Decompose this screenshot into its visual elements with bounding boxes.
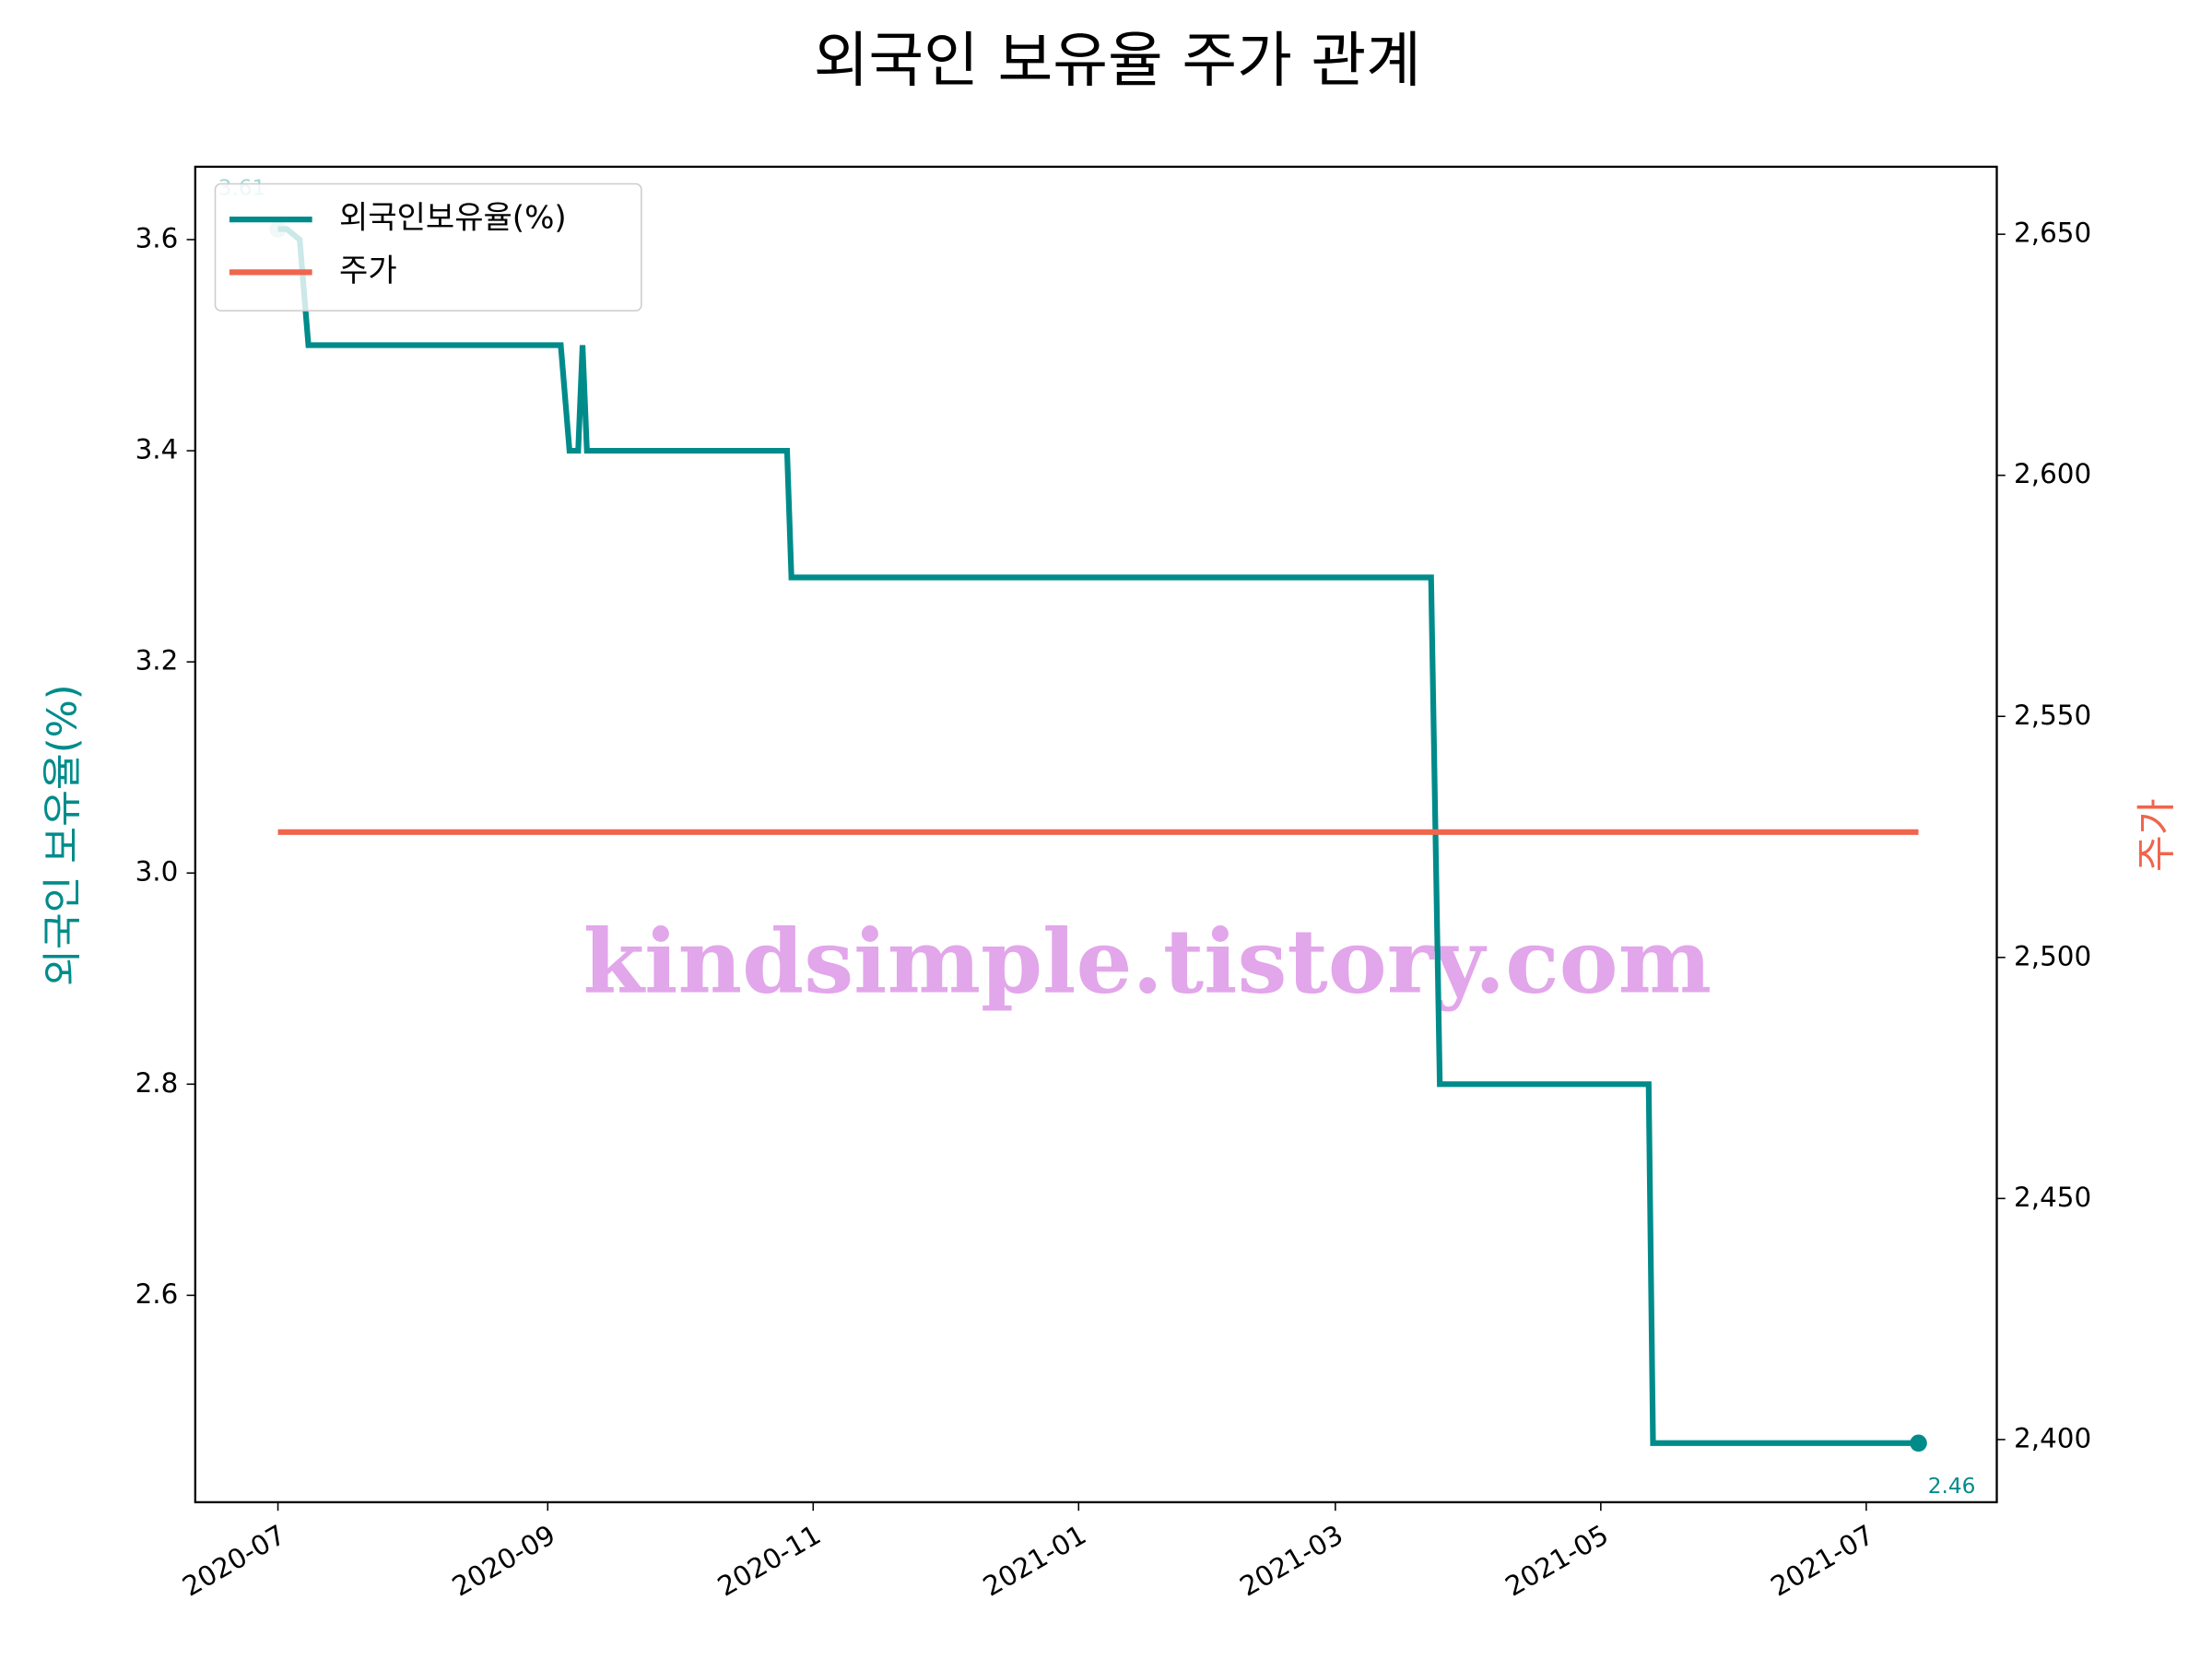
y-tick-label: 3.6 [135,222,179,253]
y-tick-label: 2.6 [135,1278,179,1310]
legend-label: 주가 [339,253,397,289]
y2-tick-label: 2,450 [2014,1182,2091,1213]
x-tick-label: 2021-01 [978,1519,1091,1603]
x-tick-label: 2020-07 [177,1519,290,1603]
y2-axis-label: 주가 [2134,798,2180,872]
line-series [277,226,1919,1446]
end-marker [1910,1434,1927,1453]
plot-frame [194,165,1998,1504]
x-tick-label: 2020-11 [712,1519,826,1603]
y-axis-label: 외국인 보유율(%) [41,684,87,986]
x-tick-label: 2021-03 [1234,1519,1347,1603]
y-tick-label: 3.4 [135,434,179,465]
y-tick-label: 3.2 [135,645,179,677]
legend: 외국인보유율(%) 주가 [214,182,642,312]
chart-title: 외국인 보유율 주가 관계 [814,27,1421,96]
x-tick-label: 2021-05 [1500,1519,1613,1603]
watermark: kindsimple.tistory.com [583,909,1712,1013]
y-tick-label: 2.8 [135,1067,179,1099]
legend-label: 외국인보유율(%) [339,200,567,237]
y2-tick-label: 2,550 [2014,700,2091,731]
y2-tick-label: 2,650 [2014,218,2091,249]
data-label: 2.46 [1928,1474,1976,1499]
y2-tick-label: 2,400 [2014,1422,2091,1453]
y2-tick-label: 2,600 [2014,458,2091,489]
y2-tick-label: 2,500 [2014,940,2091,971]
x-tick-label: 2021-07 [1765,1519,1878,1603]
x-tick-label: 2020-09 [447,1519,560,1603]
y-tick-label: 3.0 [135,856,179,888]
legend-box [214,182,642,312]
